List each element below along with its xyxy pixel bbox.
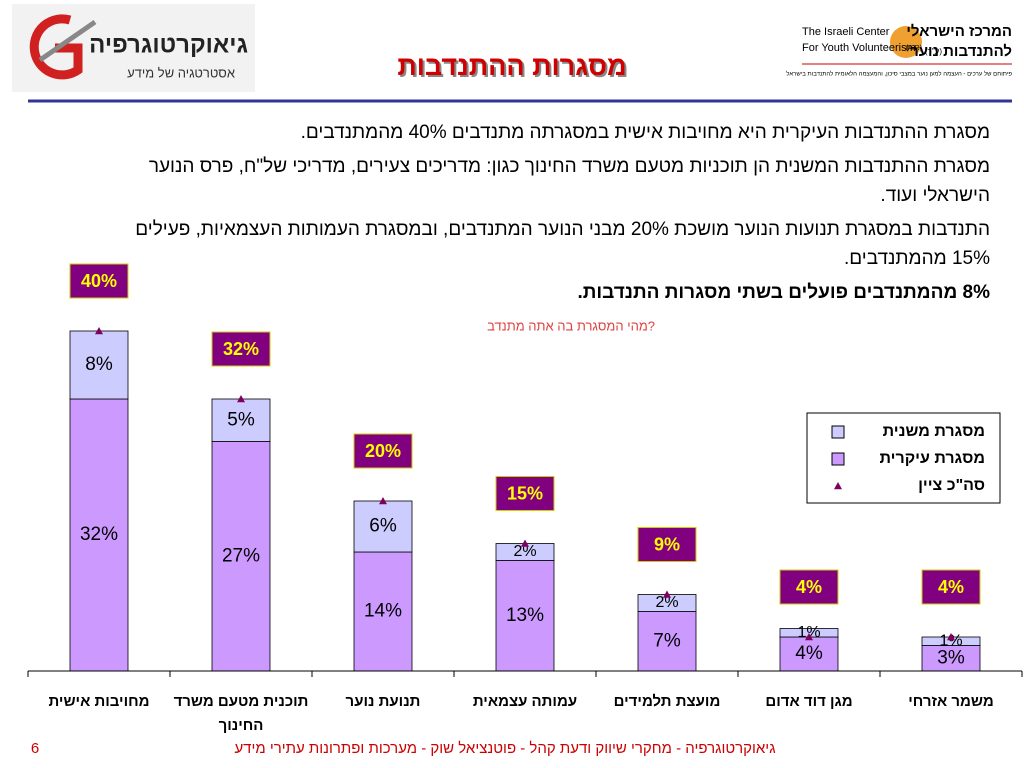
logo-ar: (ע"ר) (925, 47, 942, 56)
total-label-box (779, 569, 839, 605)
legend-label: סה"כ ציין (918, 477, 985, 494)
bar-segment (353, 500, 413, 553)
total-label-box (211, 331, 271, 367)
bar-segment (69, 398, 129, 672)
bar-label: 6% (369, 516, 397, 537)
logo-tagline: פיתוחם של ערכים - העצמה למען נוער במצבי … (786, 70, 1012, 78)
bar-label: 27% (222, 545, 260, 566)
logo-tagline: אסטרטגיה של מידע (127, 65, 235, 80)
total-marker (805, 633, 813, 641)
x-tick-label: מחויבות אישית (48, 693, 150, 710)
total-marker (95, 327, 103, 335)
total-label-box (69, 263, 129, 299)
bullet: מסגרת ההתנדבות המשנית הן תוכניות מטעם מש… (148, 156, 990, 206)
bar-segment (353, 551, 413, 672)
total-label-box (353, 433, 413, 469)
bar-segment (779, 636, 839, 672)
total-label-box (637, 527, 697, 562)
bar-label: 3% (937, 647, 965, 668)
bar-label: 4% (795, 643, 823, 664)
total-marker (947, 633, 955, 641)
logo-english-ar: (A.R) (906, 45, 922, 52)
bullet: מסגרת ההתנדבות העיקרית היא מחויבות אישית… (300, 122, 990, 143)
title-shadow: מסגרות ההתנדבות (399, 53, 628, 83)
x-tick-label: משמר אזרחי (908, 693, 994, 710)
x-tick-label: תנועת נוער (345, 693, 421, 710)
legend-swatch (831, 452, 845, 466)
total-label-box (921, 569, 981, 605)
bullets: מסגרת ההתנדבות העיקרית היא מחויבות אישית… (100, 118, 990, 312)
total-label: 4% (796, 577, 822, 597)
bar-label: 2% (513, 543, 536, 560)
total-marker (237, 395, 245, 403)
total-label: 32% (223, 339, 259, 359)
chart-subtitle: מהי המסגרת בה אתה מתנדב? (487, 318, 655, 333)
logo-hebrew: המרכז הישראלי (906, 23, 1012, 40)
x-tick-label: תוכנית מטעם משרד החינוך (173, 693, 309, 734)
bar-segment (495, 560, 555, 672)
logo-hebrew-2: להתנדבות נוער (910, 43, 1012, 60)
total-label: 20% (365, 441, 401, 461)
legend-swatch (831, 425, 845, 439)
bar-label: 13% (506, 605, 544, 626)
total-marker (663, 590, 671, 598)
total-marker (521, 539, 529, 547)
legend-marker (834, 482, 842, 490)
x-tick-label: מגן דוד אדום (765, 693, 853, 710)
page-number: 6 (31, 740, 39, 757)
total-label: 40% (81, 271, 117, 291)
total-marker (379, 497, 387, 505)
logo-swoosh (38, 19, 97, 63)
logo-circle (890, 26, 922, 58)
bullet: 8% מהמתנדבים פועלים בשתי מסגרות התנדבות. (577, 282, 991, 303)
bar-label: 32% (80, 524, 118, 545)
logo-name: גיאוקרטוגרפיה (89, 31, 248, 58)
bullet: התנדבות במסגרת תנועות הנוער מושכת 20% מב… (135, 219, 990, 269)
bar-segment (637, 611, 697, 672)
bar-label: 2% (655, 594, 678, 611)
total-label: 9% (654, 534, 680, 554)
bar-label: 7% (653, 630, 681, 651)
bar-label: 1% (797, 624, 820, 641)
bar-label: 14% (364, 601, 402, 622)
total-label-box (495, 476, 555, 511)
legend-label: מסגרת משנית (883, 423, 985, 440)
bar-segment (69, 330, 129, 400)
x-tick-label: מועצת תלמידים (613, 693, 721, 710)
logo-english-2: For Youth Volunteerism (802, 42, 916, 54)
bar-label: 5% (227, 409, 255, 430)
bar-label: 1% (939, 632, 962, 649)
bar-label: 8% (85, 354, 113, 375)
bar-segment (211, 441, 271, 672)
logo-english: The Israeli Center (802, 26, 890, 38)
logo-mark (29, 14, 83, 80)
legend-label: מסגרת עיקרית (879, 450, 985, 467)
total-label: 15% (507, 483, 543, 503)
footer-text: גיאוקרטוגרפיה - מחקרי שיווק ודעת קהל - פ… (234, 740, 775, 757)
x-tick-label: עמותה עצמאית (472, 693, 578, 710)
total-label: 4% (938, 577, 964, 597)
title: מסגרות ההתנדבות (397, 51, 626, 81)
